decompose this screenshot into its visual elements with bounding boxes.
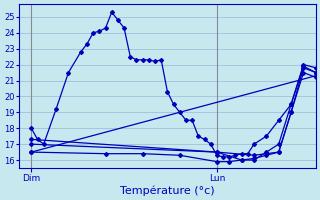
X-axis label: Température (°c): Température (°c) <box>120 185 215 196</box>
